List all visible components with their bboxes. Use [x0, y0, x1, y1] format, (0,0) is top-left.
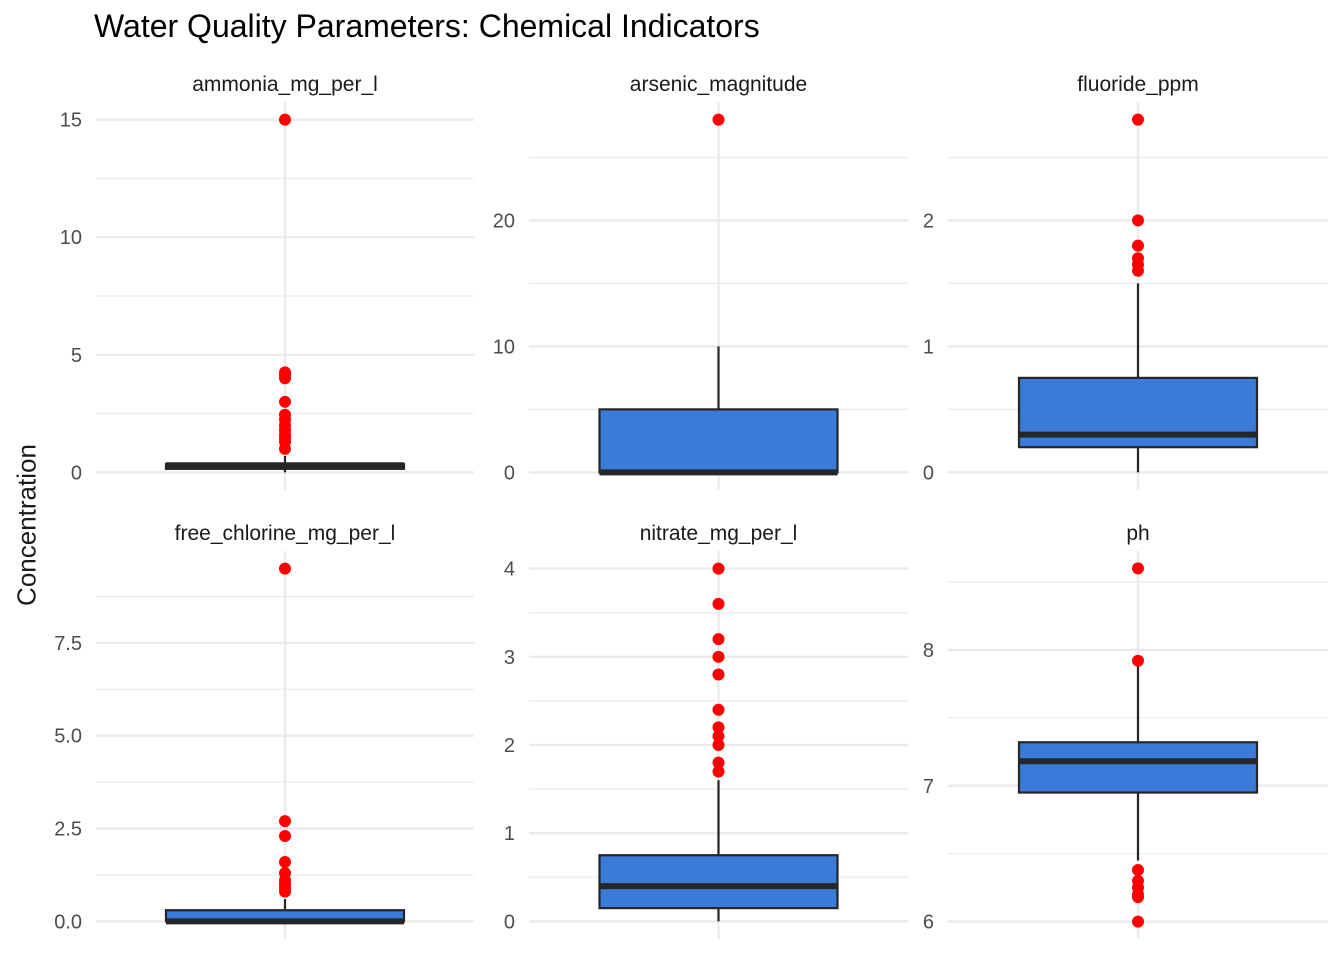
outlier-point [712, 597, 725, 610]
outlier-point [712, 721, 725, 734]
chart-title: Water Quality Parameters: Chemical Indic… [94, 8, 760, 44]
outlier-point [712, 113, 725, 126]
outlier-point [1132, 863, 1144, 876]
facet-panel-arsenic_magnitude: arsenic_magnitude 0 10 20 [493, 73, 908, 490]
outlier-point [279, 855, 291, 868]
outlier-point [712, 650, 725, 663]
facet-strip-label: ammonia_mg_per_l [192, 73, 378, 96]
y-tick-label: 1 [923, 336, 934, 358]
outlier-point [279, 815, 291, 828]
outlier-point [712, 633, 725, 646]
outlier-point [712, 765, 725, 778]
facet-strip-label: fluoride_ppm [1077, 73, 1198, 96]
outlier-point [1132, 264, 1144, 277]
outlier-point [1132, 214, 1144, 227]
box-iqr [598, 408, 839, 474]
facet-strip-label: free_chlorine_mg_per_l [175, 522, 396, 545]
y-tick-label: 2 [923, 210, 934, 232]
y-tick-label: 5.0 [54, 726, 82, 748]
y-tick-label: 0 [923, 462, 934, 484]
facet-panel-ph: ph 6 7 8 [923, 522, 1328, 939]
box-iqr [1017, 741, 1259, 794]
outlier-point [279, 113, 291, 126]
outlier-point [1132, 562, 1144, 575]
y-tick-label: 8 [923, 640, 934, 662]
outlier-point [279, 885, 291, 898]
y-tick-label: 20 [493, 210, 515, 232]
y-tick-label: 5 [71, 345, 82, 367]
outlier-point [712, 668, 725, 681]
facet-strip-label: ph [1126, 522, 1149, 545]
outlier-point [1132, 654, 1144, 667]
y-tick-label: 15 [60, 110, 82, 132]
y-tick-label: 0 [71, 462, 82, 484]
outlier-point [279, 395, 291, 408]
y-tick-label: 4 [504, 559, 515, 581]
y-tick-label: 2.5 [54, 819, 82, 841]
facet-panel-fluoride_ppm: fluoride_ppm 0 1 2 [923, 73, 1328, 490]
y-tick-label: 7 [923, 776, 934, 798]
facet-panel-ammonia_mg_per_l: ammonia_mg_per_l 0 5 10 15 [60, 73, 474, 490]
outlier-point [1132, 239, 1144, 252]
y-tick-label: 2 [504, 735, 515, 757]
outlier-point [712, 730, 725, 743]
y-tick-label: 3 [504, 647, 515, 669]
outlier-point [279, 372, 291, 385]
facet-panel-free_chlorine_mg_per_l: free_chlorine_mg_per_l 0.0 2.5 5.0 7.5 [54, 522, 474, 939]
outlier-point [1132, 113, 1144, 126]
outlier-point [279, 562, 291, 575]
facet-panel-nitrate_mg_per_l: nitrate_mg_per_l 0 1 2 3 4 [504, 522, 908, 939]
outlier-point [1132, 891, 1144, 904]
facet-strip-label: arsenic_magnitude [630, 73, 807, 96]
y-tick-label: 10 [60, 227, 82, 249]
outlier-point [712, 739, 725, 751]
y-tick-label: 7.5 [54, 633, 82, 655]
y-tick-label: 10 [493, 336, 515, 358]
facet-strip-label: nitrate_mg_per_l [640, 522, 798, 545]
outlier-point [1132, 915, 1144, 928]
y-tick-label: 0.0 [54, 911, 82, 933]
box-iqr [598, 854, 839, 910]
y-tick-label: 0 [504, 911, 515, 933]
y-tick-label: 6 [923, 912, 934, 934]
outlier-point [712, 562, 725, 575]
y-tick-label: 1 [504, 823, 515, 845]
outlier-point [279, 829, 291, 842]
outlier-point [279, 442, 291, 455]
outlier-point [712, 756, 725, 769]
outlier-point [712, 703, 725, 716]
y-tick-label: 0 [504, 462, 515, 484]
